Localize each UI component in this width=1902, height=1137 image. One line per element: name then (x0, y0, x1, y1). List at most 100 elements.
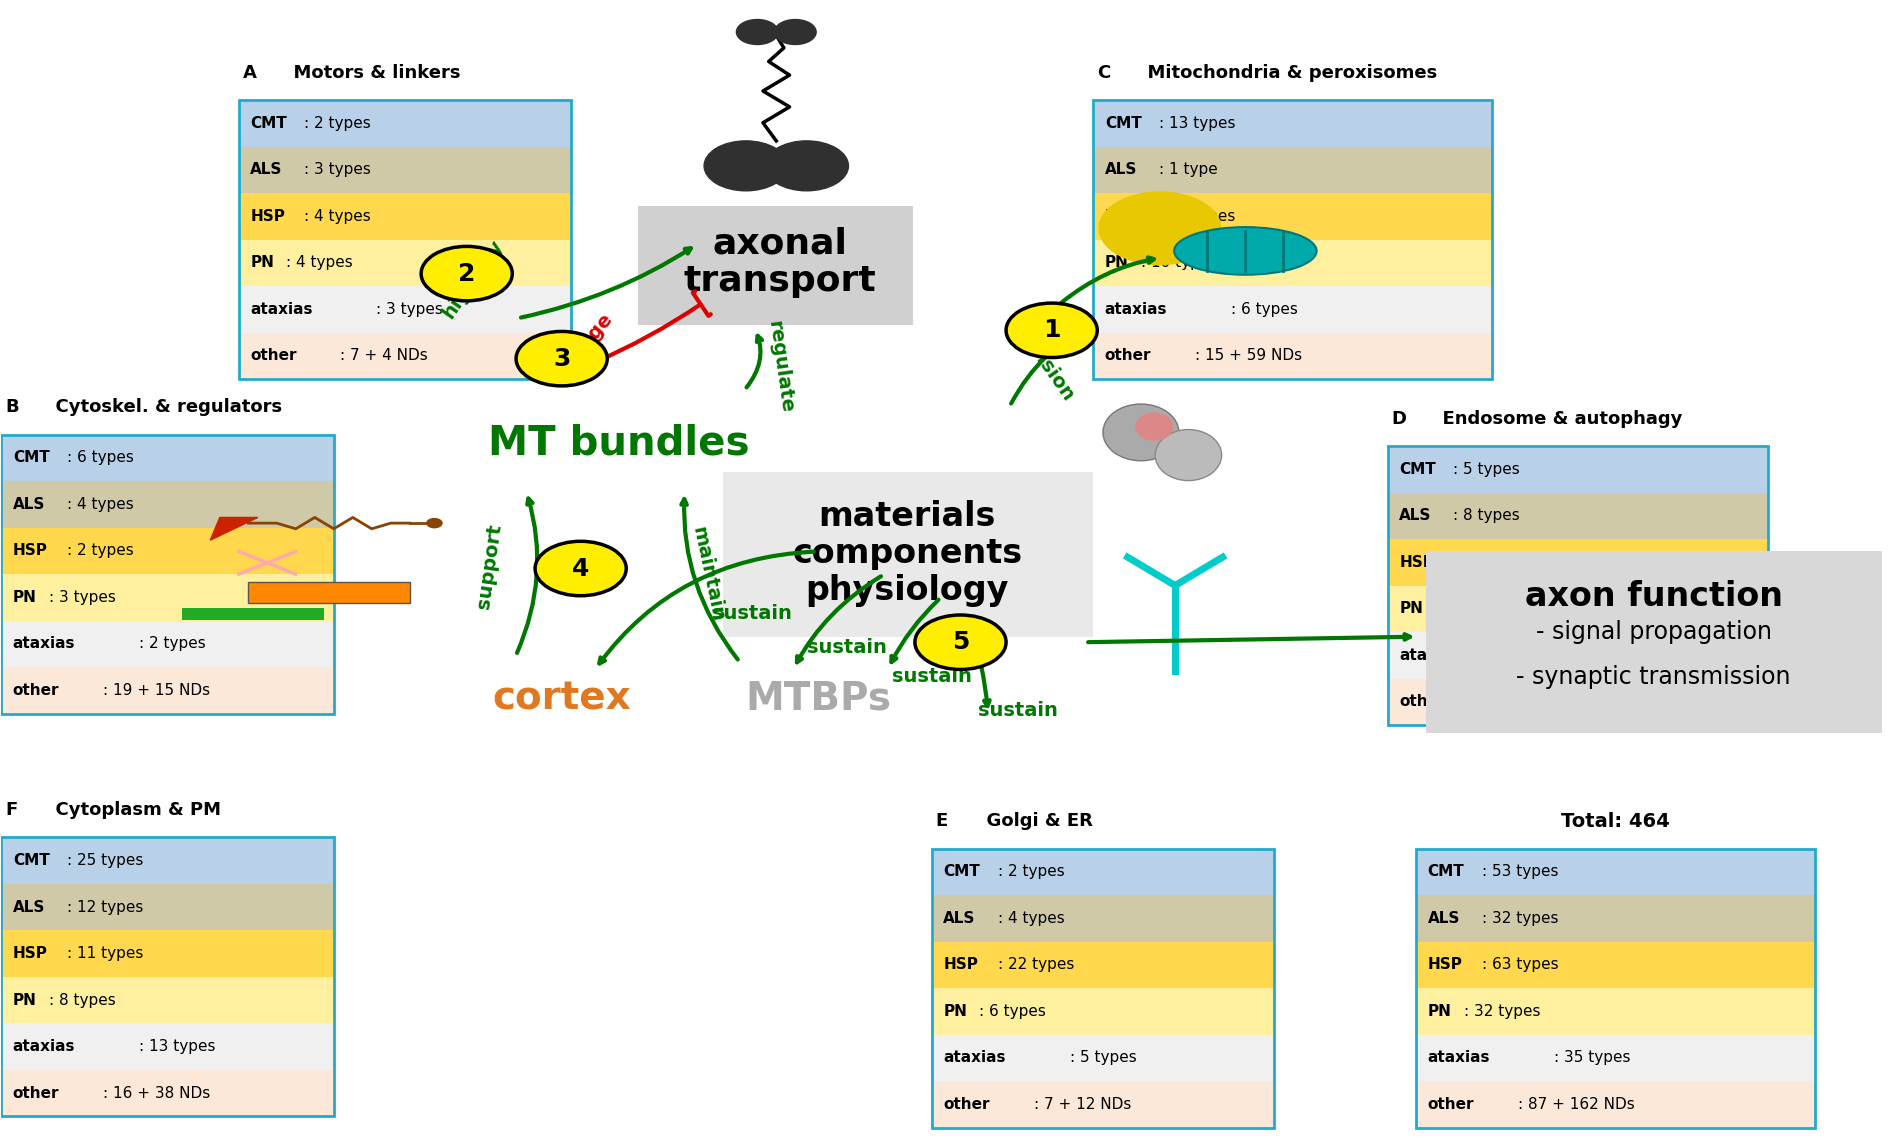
Bar (1417, 895, 1815, 941)
Bar (1388, 679, 1767, 725)
Text: : 22 types: : 22 types (997, 957, 1075, 972)
Text: materials
components
physiology: materials components physiology (793, 500, 1023, 607)
Text: ataxias: ataxias (1105, 301, 1168, 317)
Text: highway: highway (437, 236, 506, 322)
Bar (1094, 100, 1493, 379)
Bar (240, 100, 571, 147)
Text: PN: PN (1428, 1004, 1451, 1019)
FancyBboxPatch shape (637, 206, 913, 325)
Text: PN: PN (1105, 256, 1128, 271)
Text: : 10 types: : 10 types (1141, 256, 1217, 271)
Text: MT bundles: MT bundles (489, 424, 749, 464)
Bar (1417, 1081, 1815, 1128)
Text: other: other (13, 683, 59, 698)
Ellipse shape (1155, 430, 1221, 481)
Text: : 6 types: : 6 types (1525, 648, 1592, 663)
Text: : 11 types: : 11 types (67, 946, 143, 961)
Text: ataxias: ataxias (13, 1039, 76, 1054)
Text: support: support (474, 523, 504, 609)
Bar (2, 434, 333, 481)
Text: sustain: sustain (711, 605, 791, 623)
Text: : 2 types: : 2 types (67, 543, 133, 558)
Text: - signal propagation: - signal propagation (1535, 620, 1771, 644)
Text: axon function: axon function (1525, 580, 1782, 613)
Circle shape (774, 19, 816, 44)
Bar (2, 977, 333, 1023)
Text: ataxias: ataxias (13, 637, 76, 652)
Text: ALS: ALS (251, 163, 283, 177)
Text: CMT: CMT (943, 864, 980, 879)
FancyBboxPatch shape (1426, 551, 1881, 733)
Text: : 5 types: : 5 types (1453, 462, 1520, 476)
Text: : 23 + 34 NDs: : 23 + 34 NDs (1489, 695, 1596, 709)
Text: : 7 + 4 NDs: : 7 + 4 NDs (340, 348, 428, 364)
Text: PN: PN (13, 590, 36, 605)
Bar (2, 837, 333, 1117)
Text: : 2 types: : 2 types (304, 116, 371, 131)
Circle shape (704, 141, 787, 191)
Text: PN: PN (943, 1004, 968, 1019)
Text: C: C (1097, 64, 1111, 82)
Bar (240, 240, 571, 287)
Text: : 8 types: : 8 types (1453, 508, 1520, 523)
Bar (2, 883, 333, 930)
Text: damage: damage (546, 310, 616, 389)
Text: : 1 type: : 1 type (1436, 601, 1495, 616)
Text: : 32 types: : 32 types (1465, 1004, 1541, 1019)
Bar (932, 848, 1274, 895)
Text: : 87 + 162 NDs: : 87 + 162 NDs (1518, 1097, 1634, 1112)
Text: other: other (1400, 695, 1446, 709)
Circle shape (420, 247, 512, 301)
Circle shape (426, 518, 441, 528)
Text: : 32 types: : 32 types (1482, 911, 1558, 926)
Bar (1094, 147, 1493, 193)
Text: ataxias: ataxias (251, 301, 312, 317)
Text: other: other (1428, 1097, 1474, 1112)
Text: B: B (6, 398, 19, 416)
Text: Mitochondria & peroxisomes: Mitochondria & peroxisomes (1135, 64, 1438, 82)
Bar (1094, 287, 1493, 333)
Bar (932, 988, 1274, 1035)
Text: : 6 types: : 6 types (980, 1004, 1046, 1019)
Bar (2, 434, 333, 714)
Text: other: other (13, 1086, 59, 1101)
Bar (1417, 1035, 1815, 1081)
Text: : 25 types: : 25 types (67, 853, 143, 868)
Text: : 13 types: : 13 types (1158, 116, 1236, 131)
Circle shape (534, 541, 626, 596)
Text: : 1 type: : 1 type (1158, 163, 1217, 177)
Text: E: E (936, 812, 947, 830)
Bar (2, 930, 333, 977)
Text: : 4 types: : 4 types (67, 497, 133, 512)
Text: maintain: maintain (689, 525, 727, 623)
Text: - synaptic transmission: - synaptic transmission (1516, 665, 1792, 689)
Text: provision: provision (1002, 312, 1077, 406)
Text: : 35 types: : 35 types (1554, 1051, 1630, 1065)
Text: : 4 types: : 4 types (287, 256, 354, 271)
Bar (1388, 492, 1767, 539)
Text: sustain: sustain (806, 638, 886, 657)
Text: ALS: ALS (13, 899, 46, 914)
Text: HSP: HSP (1400, 555, 1434, 570)
Bar (1388, 586, 1767, 632)
Text: PN: PN (251, 256, 274, 271)
Text: HSP: HSP (13, 543, 48, 558)
Text: Motors & linkers: Motors & linkers (281, 64, 460, 82)
Bar (2, 574, 333, 621)
Text: : 3 types: : 3 types (377, 301, 443, 317)
Bar (240, 100, 571, 379)
Text: : 15 types: : 15 types (1453, 555, 1529, 570)
Text: 1: 1 (1042, 318, 1061, 342)
Bar (1417, 848, 1815, 895)
Text: A: A (243, 64, 257, 82)
Text: regulate: regulate (765, 319, 795, 414)
Bar (2, 1070, 333, 1117)
Bar (1094, 193, 1493, 240)
Text: ALS: ALS (13, 497, 46, 512)
Text: ALS: ALS (943, 911, 976, 926)
Text: ataxias: ataxias (943, 1051, 1006, 1065)
Text: CMT: CMT (1105, 116, 1141, 131)
Text: : 19 + 15 NDs: : 19 + 15 NDs (103, 683, 209, 698)
Polygon shape (211, 517, 259, 540)
Text: Cytoplasm & PM: Cytoplasm & PM (44, 800, 221, 819)
